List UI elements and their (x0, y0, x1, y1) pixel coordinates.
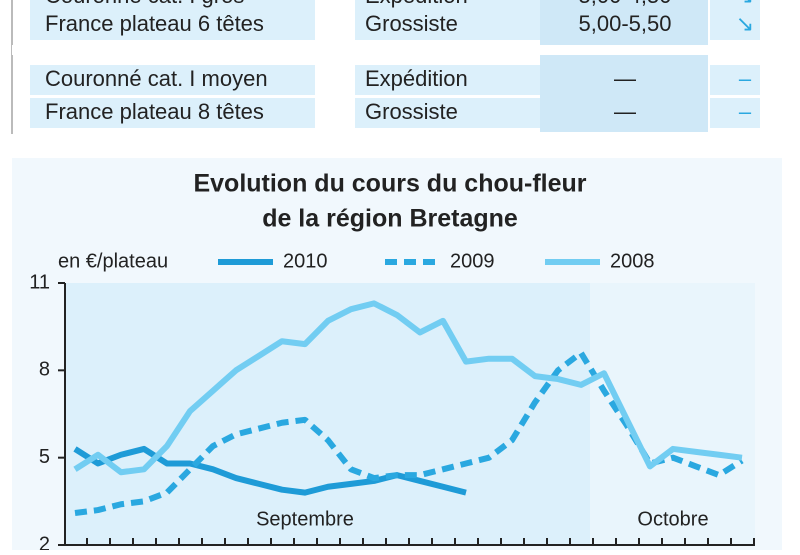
market: Expédition (365, 0, 468, 8)
trend: – (739, 99, 752, 124)
market: Expédition (365, 66, 468, 91)
chart-title: Evolution du cours du chou-fleur (193, 170, 586, 198)
row-band (710, 10, 760, 40)
row-band (710, 98, 760, 128)
series-line (73, 300, 743, 476)
series-line (74, 349, 744, 516)
september-band (65, 283, 590, 545)
row-band (30, 65, 315, 95)
legend-label: 2010 (283, 250, 328, 272)
month-label: Septembre (256, 508, 354, 530)
y-tick-label: 2 (39, 533, 50, 550)
trend: – (739, 66, 752, 91)
price: 5,00-4,50 (579, 0, 672, 8)
legend-label: 2009 (450, 250, 495, 272)
row-band (30, 0, 315, 12)
row-band (355, 98, 540, 128)
price: — (614, 66, 636, 91)
trend: ↘ (736, 0, 754, 8)
legend-label: 2008 (610, 250, 655, 272)
price: 5,00-5,50 (579, 11, 672, 36)
row-band (710, 65, 760, 95)
series-line (73, 445, 467, 496)
chart-title: de la région Bretagne (262, 205, 518, 233)
market: Grossiste (365, 99, 458, 124)
y-tick-label: 5 (39, 446, 50, 468)
price-column (540, 0, 708, 132)
product: France plateau 6 têtes (45, 11, 264, 36)
row-band (355, 65, 540, 95)
y-axis-label: en €/plateau (58, 250, 168, 272)
month-label: Octobre (637, 508, 708, 530)
row-band (355, 10, 540, 40)
product: Couronné cat. I gros (45, 0, 244, 8)
row-band (30, 98, 315, 128)
market: Grossiste (365, 11, 458, 36)
october-band (590, 283, 755, 545)
row-band (30, 10, 315, 40)
product: Couronné cat. I moyen (45, 66, 268, 91)
product: France plateau 8 têtes (45, 99, 264, 124)
y-tick-label: 11 (29, 271, 50, 293)
row-band (355, 0, 540, 12)
y-tick-label: 8 (39, 359, 50, 381)
price: — (614, 99, 636, 124)
plot: 2 5 8 11 Septembre Octobre 2010 2009 2008 (29, 250, 755, 555)
table: Couronné cat. I gros Expédition 5,00-4,50 ↘… (30, 0, 760, 128)
row-band (710, 0, 760, 12)
trend: ↘ (736, 11, 754, 36)
